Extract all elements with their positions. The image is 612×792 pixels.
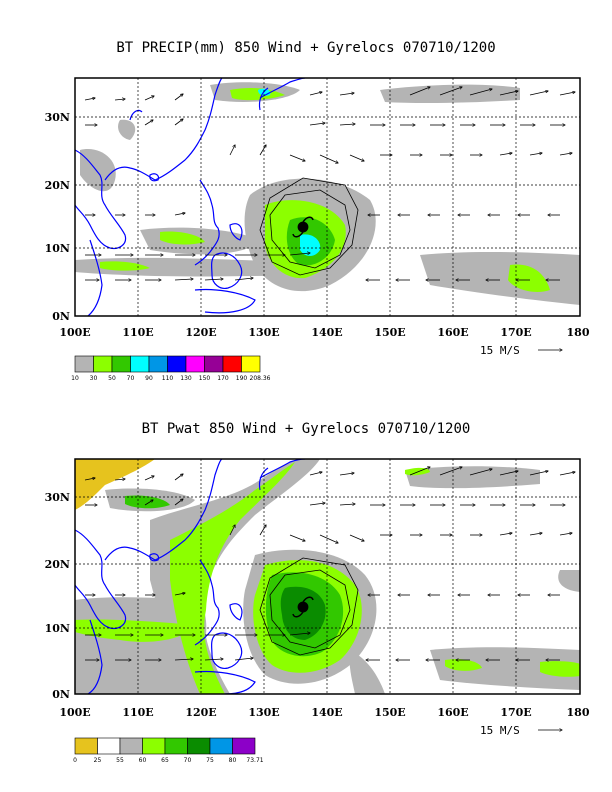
legend-label: 70 [184,757,192,764]
legend-color-swatch [167,355,187,373]
legend-color-swatch [241,355,261,373]
legend-label: 70 [127,375,135,382]
y-tick-label: 30N [45,491,70,504]
panel1-reference-vector: 15 M/S [480,344,562,357]
x-tick-label: 180 [567,706,590,719]
x-tick-label: 110E [122,706,153,719]
y-tick-label: 20N [45,558,70,571]
y-tick-label: 10N [45,622,70,635]
legend-color-swatch [185,355,205,373]
legend-label: 50 [108,375,116,382]
x-tick-label: 130E [248,706,279,719]
legend-color-swatch [74,355,94,373]
panel2-typhoon-circulation [259,557,359,656]
legend-color-swatch [111,355,131,373]
panel1-coastlines [75,78,306,316]
panel2-reference-vector: 15 M/S [480,724,562,737]
legend-color-swatch [93,355,113,373]
legend-label: 55 [116,757,124,764]
y-tick-label: 30N [45,111,70,124]
y-tick-label: 0N [52,310,70,323]
reference-vector-label: 15 M/S [480,344,520,357]
x-tick-label: 180 [567,326,590,339]
legend-label: 75 [206,757,214,764]
x-tick-label: 140E [311,706,342,719]
x-tick-label: 110E [122,326,153,339]
legend-color-swatch [187,737,211,755]
panel2-wind-vectors [84,467,575,660]
legend-label: 30 [90,375,98,382]
legend-label: 170 [217,375,229,382]
legend-label: 10 [71,375,79,382]
legend-label: 190 [236,375,248,382]
panel2-legend: 0 25 55 60 65 70 75 80 73.71 [73,737,264,764]
legend-color-swatch [97,737,121,755]
legend-color-swatch [204,355,224,373]
panel1-wind-vectors [84,87,575,280]
x-tick-label: 120E [185,706,216,719]
legend-color-swatch [148,355,168,373]
legend-label: 65 [161,757,169,764]
y-tick-label: 0N [52,688,70,701]
x-tick-label: 120E [185,326,216,339]
panel2-coastlines [75,459,306,694]
legend-label: 110 [162,375,174,382]
panel1-precip-shading [75,82,580,305]
panel1-x-axis: 100E 110E 120E 130E 140E 150E 160E 170E … [59,326,590,339]
legend-label: 80 [229,757,237,764]
panel1-y-axis: 0N 10N 20N 30N [45,111,70,323]
x-tick-label: 130E [248,326,279,339]
panel2-gridlines [75,459,580,694]
panel2-x-axis: 100E 110E 120E 130E 140E 150E 160E 170E … [59,706,590,719]
legend-label: 73.71 [246,757,263,764]
legend-label: 130 [180,375,192,382]
x-tick-label: 100E [59,706,90,719]
legend-color-swatch [119,737,143,755]
x-tick-label: 140E [311,326,342,339]
legend-label: 25 [94,757,102,764]
x-tick-label: 160E [437,706,468,719]
panel1-frame [74,77,581,317]
legend-color-swatch [164,737,188,755]
legend-label: 90 [145,375,153,382]
x-tick-label: 160E [437,326,468,339]
panel2-pwat-shading [75,459,580,694]
legend-color-swatch [232,737,256,755]
legend-color-swatch [130,355,150,373]
panel1-legend: 10 30 50 70 90 110 130 150 170 190 208.36 [71,355,271,382]
panel2-title: BT Pwat 850 Wind + Gyrelocs 070710/1200 [141,421,471,437]
legend-label: 0 [73,757,77,764]
x-tick-label: 150E [374,326,405,339]
legend-label: 208.36 [250,375,271,382]
x-tick-label: 150E [374,706,405,719]
legend-color-swatch [74,737,98,755]
x-tick-label: 100E [59,326,90,339]
reference-vector-label: 15 M/S [480,724,520,737]
panel2-frame [74,458,581,695]
y-tick-label: 10N [45,242,70,255]
y-tick-label: 20N [45,179,70,192]
legend-label: 60 [139,757,147,764]
panel2-map: 100E 110E 120E 130E 140E 150E 160E 170E … [45,458,590,764]
x-tick-label: 170E [500,706,531,719]
panel2-y-axis: 0N 10N 20N 30N [45,491,70,701]
panel1-gridlines [75,78,580,316]
legend-color-swatch [209,737,233,755]
panel1-title: BT PRECIP(mm) 850 Wind + Gyrelocs 070710… [116,40,496,56]
legend-color-swatch [222,355,242,373]
legend-label: 150 [199,375,211,382]
x-tick-label: 170E [500,326,531,339]
panel1-typhoon-circulation [259,177,359,276]
legend-color-swatch [142,737,166,755]
panel1-map: 100E 110E 120E 130E 140E 150E 160E 170E … [45,77,590,382]
